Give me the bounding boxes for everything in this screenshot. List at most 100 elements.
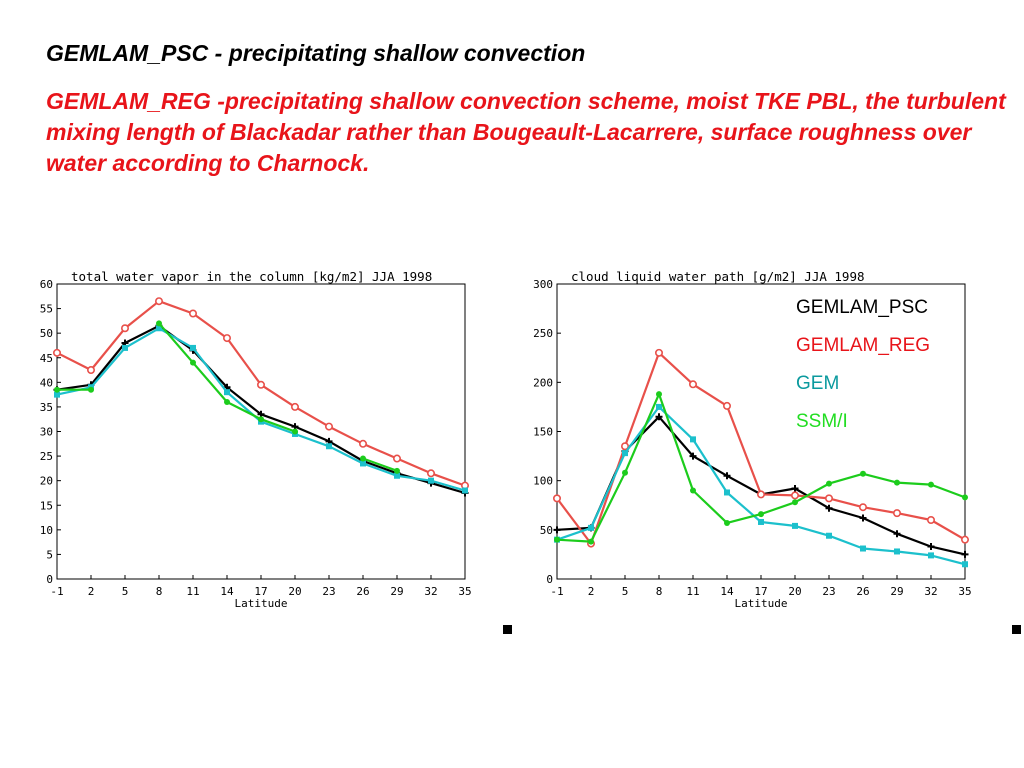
x-tick-label: 5 (622, 585, 629, 598)
data-point (588, 524, 594, 531)
x-tick-label: 35 (458, 585, 471, 598)
heading: GEMLAM_PSC - precipitating shallow conve… (46, 40, 586, 66)
data-point (394, 472, 400, 479)
x-tick-label: 17 (254, 585, 267, 598)
data-point (52, 348, 61, 357)
data-point (224, 389, 230, 396)
y-tick-label: 250 (533, 327, 553, 340)
data-point (656, 403, 662, 410)
data-point (360, 455, 366, 462)
data-point (927, 543, 935, 551)
series-gem (554, 403, 968, 568)
x-tick-label: 23 (822, 585, 835, 598)
x-tick-label: 11 (186, 585, 199, 598)
data-point (224, 399, 230, 405)
data-point (689, 452, 697, 460)
data-point (190, 359, 196, 366)
data-point (428, 477, 434, 484)
data-point (122, 344, 128, 351)
x-tick-label: 29 (390, 585, 403, 598)
data-point (326, 443, 332, 450)
x-tick-label: 32 (924, 585, 937, 598)
legend-item-gemlam-psc: GEMLAM_PSC (796, 297, 928, 318)
chart-title: cloud liquid water path [g/m2] JJA 1998 (571, 269, 865, 284)
data-point (826, 532, 832, 539)
y-tick-label: 10 (40, 524, 53, 537)
data-point (860, 545, 866, 552)
y-tick-label: 0 (46, 573, 53, 586)
data-point (324, 422, 333, 431)
data-point (462, 487, 468, 494)
data-point (758, 518, 764, 525)
data-point (223, 334, 232, 343)
x-tick-label: 32 (424, 585, 437, 598)
slide-marker-right (1012, 625, 1021, 634)
data-point (656, 391, 662, 398)
y-tick-label: 25 (40, 450, 53, 463)
x-tick-label: -1 (550, 585, 563, 598)
data-point (394, 467, 400, 474)
data-point (54, 391, 60, 398)
data-point (155, 297, 164, 306)
x-tick-label: 26 (856, 585, 869, 598)
data-point (928, 481, 934, 488)
y-tick-label: 40 (40, 376, 53, 389)
data-point (757, 490, 766, 499)
data-point (290, 402, 299, 411)
y-tick-label: 50 (540, 524, 553, 537)
description: GEMLAM_REG -precipitating shallow convec… (46, 88, 1006, 176)
x-tick-label: 17 (754, 585, 767, 598)
x-tick-label: 14 (720, 585, 734, 598)
data-point (860, 470, 866, 477)
data-point (689, 380, 698, 389)
data-point (553, 526, 561, 534)
data-point (690, 487, 696, 494)
data-point (554, 536, 560, 543)
data-point (723, 472, 731, 480)
data-point (824, 494, 833, 503)
series-gemlam-psc (53, 322, 469, 497)
y-tick-label: 30 (40, 426, 53, 439)
series-line (56, 324, 466, 495)
x-tick-label: 26 (356, 585, 369, 598)
data-point (622, 469, 628, 476)
data-point (360, 460, 366, 467)
data-point (426, 469, 435, 478)
y-tick-label: 35 (40, 401, 53, 414)
data-point (926, 516, 935, 525)
x-axis-label: Latitude (735, 597, 788, 610)
y-tick-label: 150 (533, 426, 553, 439)
data-point (54, 386, 60, 393)
data-point (894, 479, 900, 486)
plot-frame (56, 283, 466, 580)
y-tick-label: 45 (40, 352, 53, 365)
data-point (156, 320, 162, 327)
series-gem (54, 325, 468, 494)
data-point (121, 324, 130, 333)
data-point (826, 480, 832, 487)
data-point (655, 348, 664, 357)
series-line (56, 300, 466, 487)
data-point (156, 325, 162, 332)
x-tick-label: 2 (88, 585, 95, 598)
cloud-liquid-water-chart: cloud liquid water path [g/m2] JJA 1998 0… (530, 262, 980, 610)
data-point (962, 561, 968, 568)
y-tick-label: 55 (40, 303, 53, 316)
series-gemlam-reg (552, 348, 969, 548)
x-tick-label: 20 (288, 585, 301, 598)
y-tick-label: 200 (533, 376, 553, 389)
data-point (960, 535, 969, 544)
y-tick-label: 300 (533, 278, 553, 291)
data-point (724, 489, 730, 496)
data-point (88, 386, 94, 393)
y-tick-label: 100 (533, 475, 553, 488)
series-ssm-i (554, 391, 968, 545)
data-point (790, 491, 799, 500)
data-point (825, 504, 833, 512)
data-point (928, 552, 934, 559)
x-tick-label: 8 (156, 585, 163, 598)
data-point (258, 416, 264, 423)
data-point (358, 439, 367, 448)
data-point (892, 509, 901, 518)
y-tick-label: 20 (40, 475, 53, 488)
